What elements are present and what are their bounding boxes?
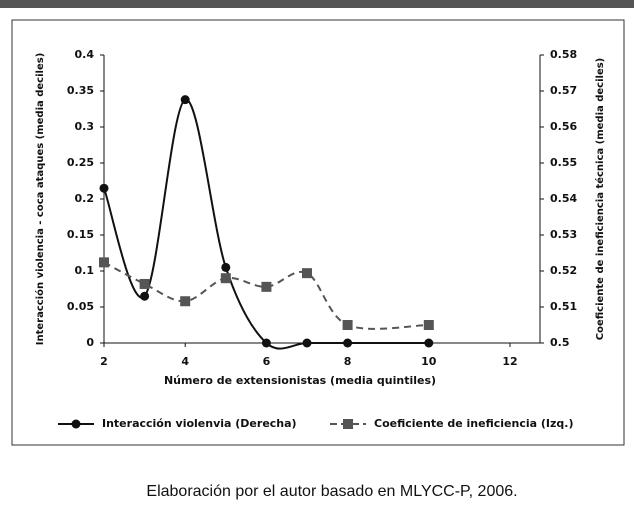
- x-tick-label: 10: [421, 355, 437, 368]
- caption: Elaboración por el autor basado en MLYCC…: [146, 483, 517, 500]
- marker: [342, 320, 353, 330]
- marker: [302, 338, 312, 348]
- y-tick-label: 0: [86, 336, 94, 349]
- y2-tick-label: 0.56: [550, 120, 577, 133]
- y-tick-label: 0.05: [67, 300, 94, 313]
- y2-tick-label: 0.57: [550, 84, 577, 97]
- scan-edge: [0, 0, 634, 8]
- x-tick-label: 4: [181, 355, 189, 368]
- x-tick-label: 2: [100, 355, 108, 368]
- marker: [423, 320, 434, 330]
- legend-marker: [343, 419, 353, 429]
- y2-tick-label: 0.51: [550, 300, 577, 313]
- marker: [261, 338, 271, 348]
- y-tick-label: 0.25: [67, 156, 94, 169]
- marker: [261, 281, 272, 292]
- y-tick-label: 0.1: [75, 264, 95, 277]
- marker: [99, 183, 109, 193]
- frame: [11, 19, 625, 446]
- marker: [221, 262, 231, 272]
- y-axis-label: Interacción violencia - coca ataques (me…: [34, 53, 46, 346]
- y2-tick-label: 0.53: [550, 228, 577, 241]
- x-tick-label: 8: [344, 355, 352, 368]
- legend-label: Coeficiente de ineficiencia (Izq.): [374, 417, 573, 430]
- marker: [180, 95, 190, 105]
- legend-marker: [71, 419, 81, 429]
- y-tick-label: 0.35: [67, 84, 94, 97]
- marker: [99, 257, 109, 268]
- y2-tick-label: 0.5: [550, 336, 570, 349]
- marker: [343, 338, 353, 348]
- x-axis-label: Número de extensionistas (media quintile…: [164, 374, 436, 387]
- marker: [424, 338, 434, 348]
- y-tick-label: 0.2: [75, 192, 95, 205]
- marker: [220, 273, 231, 284]
- x-tick-label: 6: [263, 355, 271, 368]
- legend-label: Interacción violenvia (Derecha): [102, 417, 297, 430]
- y2-tick-label: 0.58: [550, 48, 577, 61]
- y2-tick-label: 0.55: [550, 156, 577, 169]
- y-tick-label: 0.3: [75, 120, 95, 133]
- marker: [140, 291, 150, 301]
- y-tick-label: 0.4: [75, 48, 95, 61]
- y-tick-label: 0.15: [67, 228, 94, 241]
- marker: [302, 268, 312, 279]
- x-tick-label: 12: [502, 355, 517, 368]
- y2-tick-label: 0.54: [550, 192, 577, 205]
- marker: [180, 296, 191, 307]
- marker: [139, 278, 150, 289]
- series-line: [103, 98, 429, 350]
- y2-tick-label: 0.52: [550, 264, 577, 277]
- y2-axis-label: Coeficiente de ineficiencia técnica (med…: [594, 58, 606, 341]
